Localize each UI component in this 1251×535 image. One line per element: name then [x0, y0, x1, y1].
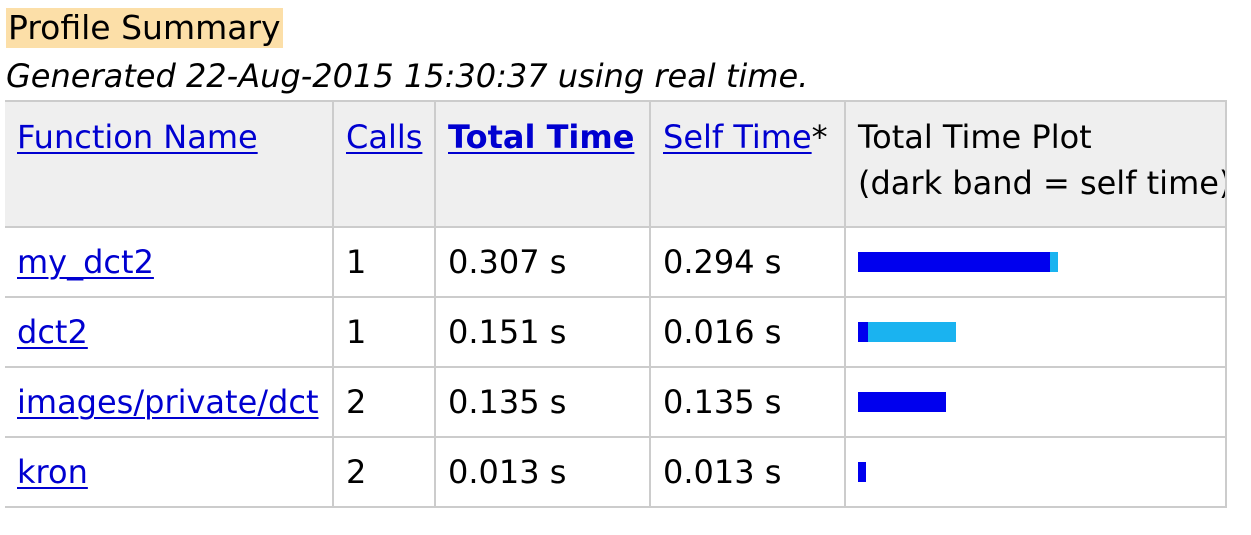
table-row: dct2 1 0.151 s 0.016 s — [5, 296, 1227, 368]
calls-cell: 1 — [332, 226, 436, 298]
total-time-bar — [858, 462, 1224, 482]
function-link[interactable]: kron — [17, 453, 88, 491]
total-time-bar — [858, 392, 1224, 412]
total-time-cell: 0.307 s — [434, 226, 651, 298]
function-name-cell: my_dct2 — [5, 226, 334, 298]
self-time-band — [858, 322, 868, 342]
sort-by-self-time-link[interactable]: Self Time — [663, 118, 812, 156]
column-header-calls: Calls — [332, 100, 436, 228]
sort-by-total-time-link[interactable]: Total Time — [448, 118, 635, 156]
table-row: kron 2 0.013 s 0.013 s — [5, 436, 1227, 508]
table-row: my_dct2 1 0.307 s 0.294 s — [5, 226, 1227, 298]
total-time-cell: 0.013 s — [434, 436, 651, 508]
child-time-band — [1050, 252, 1058, 272]
column-header-function-name: Function Name — [5, 100, 334, 228]
table-row: images/private/dct 2 0.135 s 0.135 s — [5, 366, 1227, 438]
calls-cell: 2 — [332, 436, 436, 508]
table-header-row: Function Name Calls Total Time Self Time… — [5, 100, 1227, 228]
calls-cell: 1 — [332, 296, 436, 368]
column-header-total-time-plot: Total Time Plot (dark band = self time) — [844, 100, 1227, 228]
self-time-cell: 0.294 s — [649, 226, 846, 298]
time-plot-cell — [844, 366, 1227, 438]
plot-header-line1: Total Time Plot — [858, 118, 1092, 156]
total-time-cell: 0.151 s — [434, 296, 651, 368]
sort-by-calls-link[interactable]: Calls — [346, 118, 423, 156]
column-header-total-time: Total Time — [434, 100, 651, 228]
self-time-cell: 0.016 s — [649, 296, 846, 368]
function-link[interactable]: images/private/dct — [17, 383, 319, 421]
calls-cell: 2 — [332, 366, 436, 438]
child-time-band — [868, 322, 956, 342]
function-link[interactable]: my_dct2 — [17, 243, 154, 281]
page-title: Profile Summary — [6, 8, 283, 48]
time-plot-cell — [844, 436, 1227, 508]
function-name-cell: dct2 — [5, 296, 334, 368]
self-time-band — [858, 392, 946, 412]
sort-by-function-name-link[interactable]: Function Name — [17, 118, 258, 156]
time-plot-cell — [844, 296, 1227, 368]
time-plot-cell — [844, 226, 1227, 298]
function-link[interactable]: dct2 — [17, 313, 88, 351]
table-body: my_dct2 1 0.307 s 0.294 s dct2 1 0.151 s 0.016 … — [5, 226, 1227, 508]
self-time-footnote-marker: * — [811, 118, 828, 156]
total-time-bar — [858, 322, 1224, 342]
plot-header-line2: (dark band = self time) — [858, 164, 1226, 202]
function-name-cell: kron — [5, 436, 334, 508]
self-time-band — [858, 252, 1050, 272]
total-time-bar — [858, 252, 1224, 272]
total-time-cell: 0.135 s — [434, 366, 651, 438]
function-name-cell: images/private/dct — [5, 366, 334, 438]
self-time-cell: 0.135 s — [649, 366, 846, 438]
self-time-band — [858, 462, 866, 482]
column-header-self-time: Self Time* — [649, 100, 846, 228]
profile-table: Function Name Calls Total Time Self Time… — [5, 100, 1227, 508]
self-time-cell: 0.013 s — [649, 436, 846, 508]
generated-info: Generated 22-Aug-2015 15:30:37 using rea… — [6, 57, 809, 95]
